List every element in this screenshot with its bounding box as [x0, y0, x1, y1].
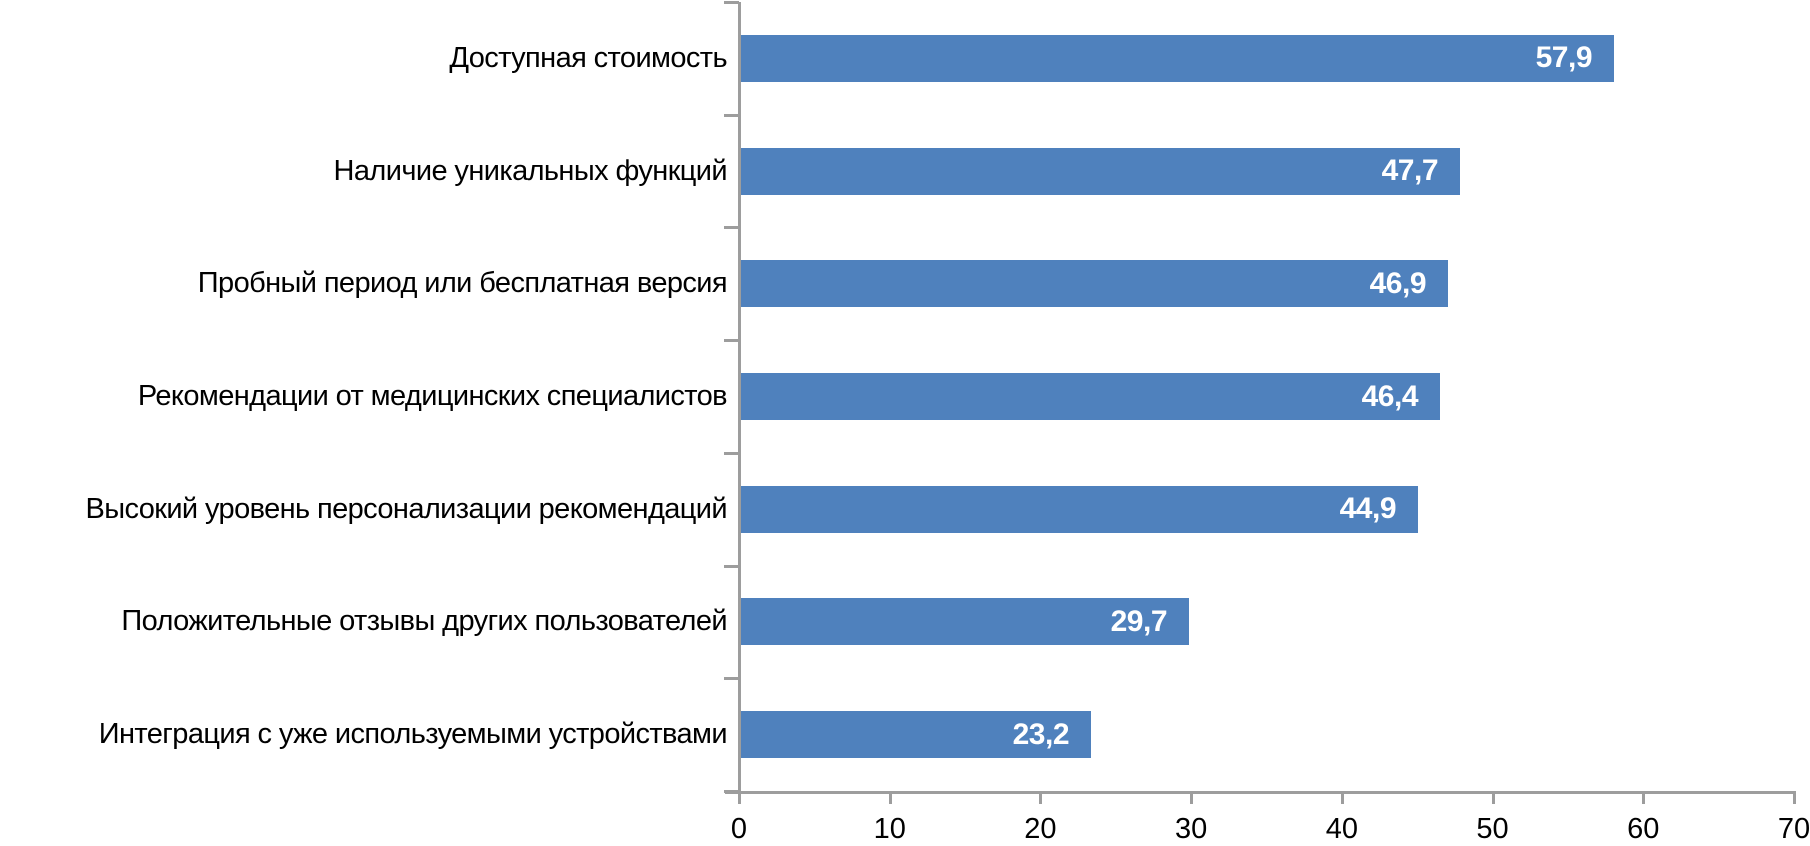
- y-axis-line: [738, 2, 741, 794]
- x-axis-line: [725, 791, 1796, 794]
- x-axis-tick: [738, 794, 741, 804]
- y-axis-tick: [724, 339, 739, 343]
- y-axis-tick: [724, 451, 739, 455]
- bar: 46,4: [741, 373, 1440, 420]
- bar-value-label: 47,7: [1381, 154, 1439, 188]
- category-label: Высокий уровень персонализации рекоменда…: [85, 492, 727, 525]
- y-axis-tick: [724, 677, 739, 681]
- category-label: Рекомендации от медицинских специалистов: [137, 380, 728, 412]
- x-axis-tick: [1491, 794, 1495, 804]
- y-axis-tick: [724, 113, 739, 117]
- bar: 44,9: [741, 485, 1418, 533]
- x-axis-tick-label: 30: [1175, 813, 1208, 845]
- x-axis-tick-label: 10: [873, 813, 906, 845]
- bar-value-label: 44,9: [1339, 492, 1397, 526]
- x-axis-tick-label: 70: [1777, 813, 1810, 845]
- y-axis-tick: [724, 564, 739, 568]
- x-axis-tick: [1642, 794, 1646, 804]
- x-axis-tick: [888, 794, 892, 804]
- bar-value-label: 23,2: [1012, 717, 1070, 751]
- x-axis-tick-label: 40: [1325, 813, 1358, 845]
- bar-value-label: 46,9: [1369, 266, 1427, 300]
- x-axis-tick-label: 0: [730, 813, 748, 845]
- x-axis-tick-label: 20: [1024, 813, 1057, 845]
- bar: 29,7: [741, 598, 1189, 646]
- x-axis-tick: [1039, 794, 1043, 804]
- x-axis-tick-label: 50: [1476, 813, 1509, 845]
- category-label: Пробный период или бесплатная версия: [197, 267, 728, 300]
- bar: 57,9: [741, 34, 1614, 82]
- bar-value-label: 29,7: [1110, 604, 1168, 638]
- y-axis-tick: [724, 1, 739, 4]
- bar-value-label: 46,4: [1361, 379, 1419, 413]
- category-label: Интеграция с уже используемыми устройств…: [98, 718, 728, 751]
- category-label: Наличие уникальных функций: [333, 154, 728, 187]
- category-label: Положительные отзывы других пользователе…: [121, 605, 727, 638]
- x-axis-tick: [1793, 794, 1796, 804]
- bar: 46,9: [741, 260, 1448, 308]
- x-axis-tick: [1190, 794, 1194, 804]
- bar-value-label: 57,9: [1535, 41, 1593, 75]
- bar: 23,2: [741, 711, 1091, 759]
- bar: 47,7: [741, 147, 1460, 195]
- category-label: Доступная стоимость: [449, 41, 727, 74]
- x-axis-tick-label: 60: [1627, 813, 1660, 845]
- y-axis-tick: [724, 226, 739, 230]
- x-axis-tick: [1340, 794, 1344, 804]
